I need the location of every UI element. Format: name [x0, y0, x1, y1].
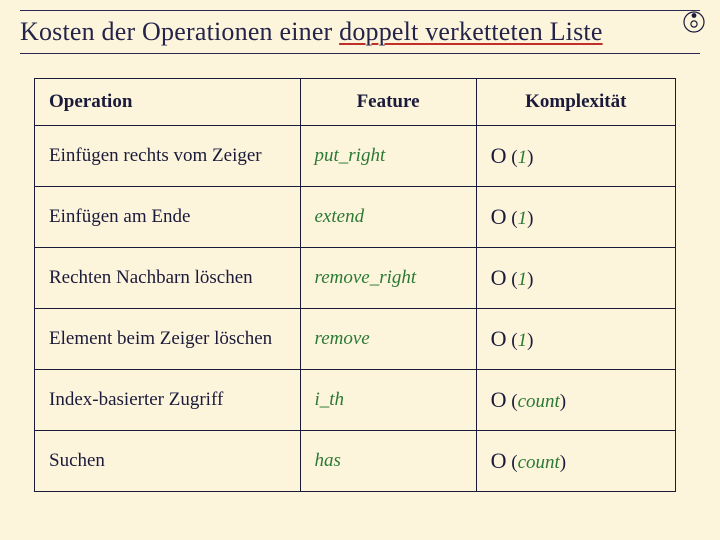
title-block: Kosten der Operationen einer doppelt ver… [0, 0, 720, 54]
complexity-cell: O (count) [476, 431, 675, 492]
operation-cell: Index-basierter Zugriff [35, 370, 301, 431]
operation-cell: Einfügen am Ende [35, 187, 301, 248]
page-title: Kosten der Operationen einer doppelt ver… [20, 15, 700, 49]
feature-cell: remove_right [300, 248, 476, 309]
operation-cell: Einfügen rechts vom Zeiger [35, 126, 301, 187]
logo-icon [682, 10, 706, 34]
feature-cell: has [300, 431, 476, 492]
complexity-arg: 1 [518, 208, 528, 229]
col-header-operation: Operation [35, 79, 301, 126]
big-o: O [491, 143, 507, 168]
table-header-row: Operation Feature Komplexität [35, 79, 676, 126]
big-o: O [491, 326, 507, 351]
feature-cell: remove [300, 309, 476, 370]
complexity-arg: count [518, 391, 560, 412]
complexity-cell: O (1) [476, 187, 675, 248]
operation-cell: Rechten Nachbarn löschen [35, 248, 301, 309]
complexity-arg: count [518, 452, 560, 473]
operations-table: Operation Feature Komplexität Einfügen r… [34, 78, 676, 492]
complexity-arg: 1 [518, 330, 528, 351]
slide: Kosten der Operationen einer doppelt ver… [0, 0, 720, 540]
table-row: Element beim Zeiger löschen remove O (1) [35, 309, 676, 370]
table-row: Einfügen am Ende extend O (1) [35, 187, 676, 248]
table-row: Rechten Nachbarn löschen remove_right O … [35, 248, 676, 309]
table-row: Index-basierter Zugriff i_th O (count) [35, 370, 676, 431]
complexity-cell: O (1) [476, 309, 675, 370]
big-o: O [491, 204, 507, 229]
complexity-arg: 1 [518, 147, 528, 168]
operation-cell: Suchen [35, 431, 301, 492]
operation-cell: Element beim Zeiger löschen [35, 309, 301, 370]
rule-top [20, 10, 700, 11]
big-o: O [491, 448, 507, 473]
table-row: Suchen has O (count) [35, 431, 676, 492]
feature-cell: i_th [300, 370, 476, 431]
table-row: Einfügen rechts vom Zeiger put_right O (… [35, 126, 676, 187]
col-header-feature: Feature [300, 79, 476, 126]
complexity-cell: O (count) [476, 370, 675, 431]
rule-bottom [20, 53, 700, 54]
complexity-cell: O (1) [476, 248, 675, 309]
complexity-cell: O (1) [476, 126, 675, 187]
big-o: O [491, 387, 507, 412]
feature-cell: extend [300, 187, 476, 248]
title-prefix: Kosten der Operationen einer [20, 17, 339, 46]
complexity-arg: 1 [518, 269, 528, 290]
title-underlined: doppelt verketteten Liste [339, 17, 602, 46]
big-o: O [491, 265, 507, 290]
feature-cell: put_right [300, 126, 476, 187]
col-header-complexity: Komplexität [476, 79, 675, 126]
